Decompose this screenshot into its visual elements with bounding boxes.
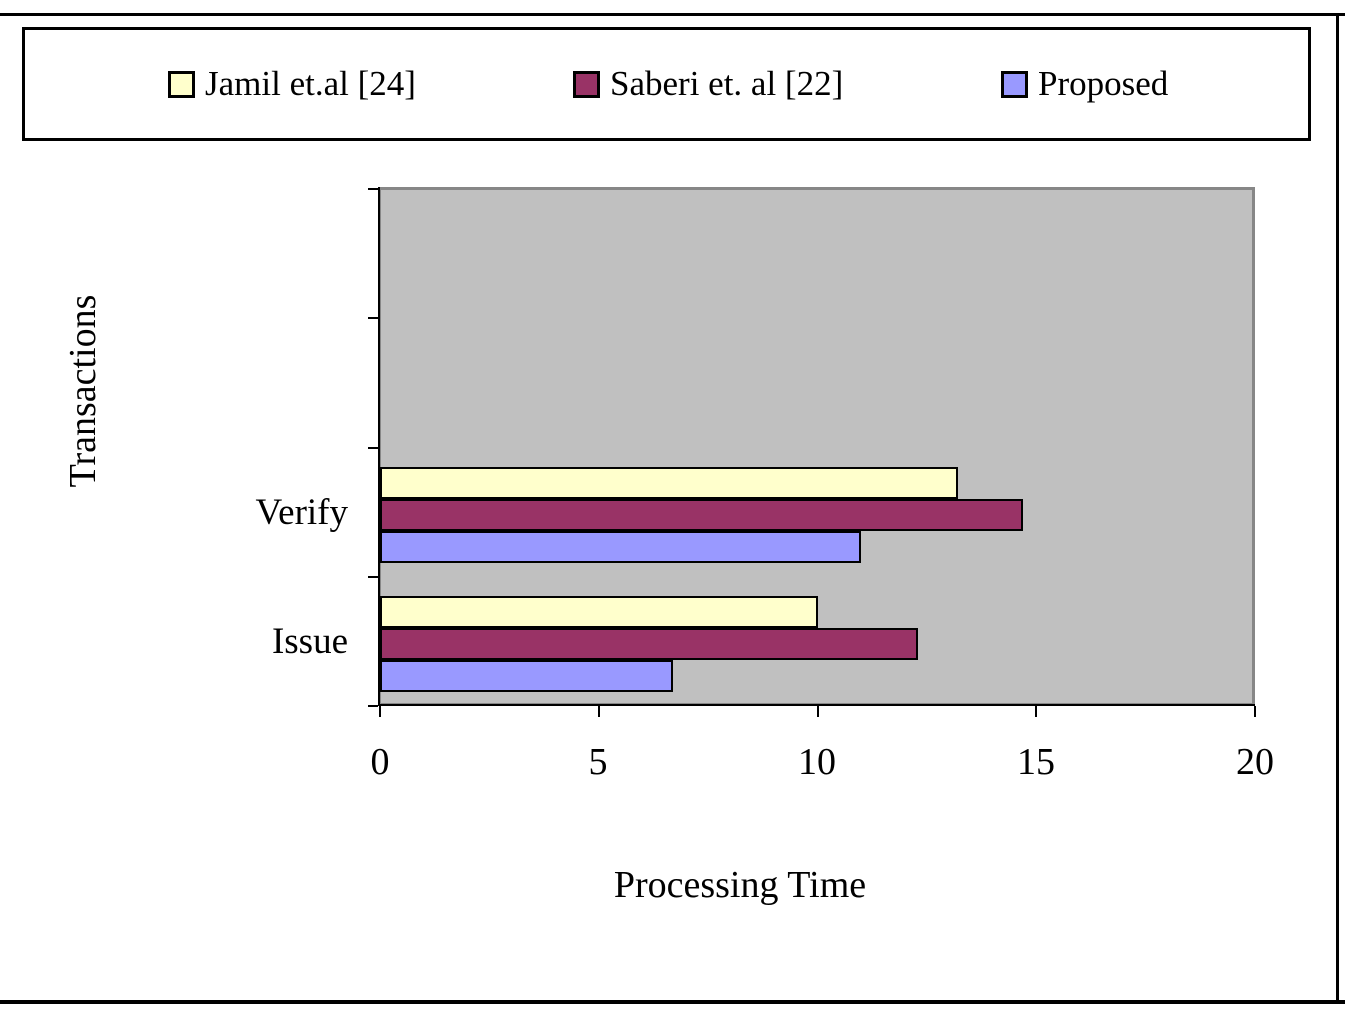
- page-border-bottom: [0, 1000, 1345, 1004]
- y-axis-tick: [368, 317, 378, 320]
- x-tick-label-15: 15: [1017, 741, 1055, 783]
- legend-label-jamil: Jamil et.al [24]: [205, 64, 416, 103]
- legend-swatch-jamil-icon: [168, 70, 195, 98]
- legend-label-proposed: Proposed: [1038, 64, 1169, 103]
- x-axis-tick: [597, 706, 600, 717]
- legend-item-jamil: Jamil et.al [24]: [168, 64, 416, 104]
- x-axis-tick: [379, 706, 381, 717]
- x-axis-tick-labels: 0 5 10 15 20: [371, 740, 1275, 784]
- category-label-issue: Issue: [271, 621, 348, 662]
- legend-item-proposed: Proposed: [1001, 64, 1168, 104]
- x-axis-title: Processing Time: [613, 864, 867, 906]
- bar-issue-series-0: [380, 595, 818, 628]
- y-axis-title: Transactions: [62, 294, 104, 488]
- x-axis-tick: [1254, 706, 1256, 717]
- bar-issue-series-2: [380, 659, 674, 692]
- bar-verify-series-2: [380, 530, 862, 563]
- x-tick-label-20: 20: [1236, 741, 1274, 783]
- bar-issue-series-1: [380, 627, 919, 660]
- chart-legend: Jamil et.al [24] Saberi et. al [22] Prop…: [22, 27, 1311, 141]
- bar-verify-series-0: [380, 466, 958, 499]
- legend-item-saberi: Saberi et. al [22]: [573, 64, 843, 104]
- y-axis-tick: [368, 188, 378, 190]
- legend-swatch-proposed-icon: [1001, 70, 1028, 98]
- legend-label-saberi: Saberi et. al [22]: [610, 64, 844, 103]
- category-label-verify: Verify: [255, 492, 348, 533]
- x-axis-tick: [1035, 706, 1038, 717]
- x-tick-label-5: 5: [588, 741, 608, 783]
- x-axis-line: [378, 704, 1255, 706]
- page-border-top: [0, 13, 1345, 16]
- x-tick-label-10: 10: [798, 741, 836, 783]
- y-axis-tick: [368, 575, 378, 578]
- y-axis-tick: [368, 446, 378, 449]
- y-axis-line: [378, 187, 380, 706]
- x-tick-label-0: 0: [370, 741, 390, 783]
- plot-inner: [368, 187, 1256, 717]
- bar-verify-series-1: [380, 498, 1024, 531]
- x-axis-tick: [816, 706, 819, 717]
- y-axis-tick: [368, 705, 378, 707]
- page-border-right: [1336, 13, 1339, 1004]
- legend-swatch-saberi-icon: [573, 70, 600, 98]
